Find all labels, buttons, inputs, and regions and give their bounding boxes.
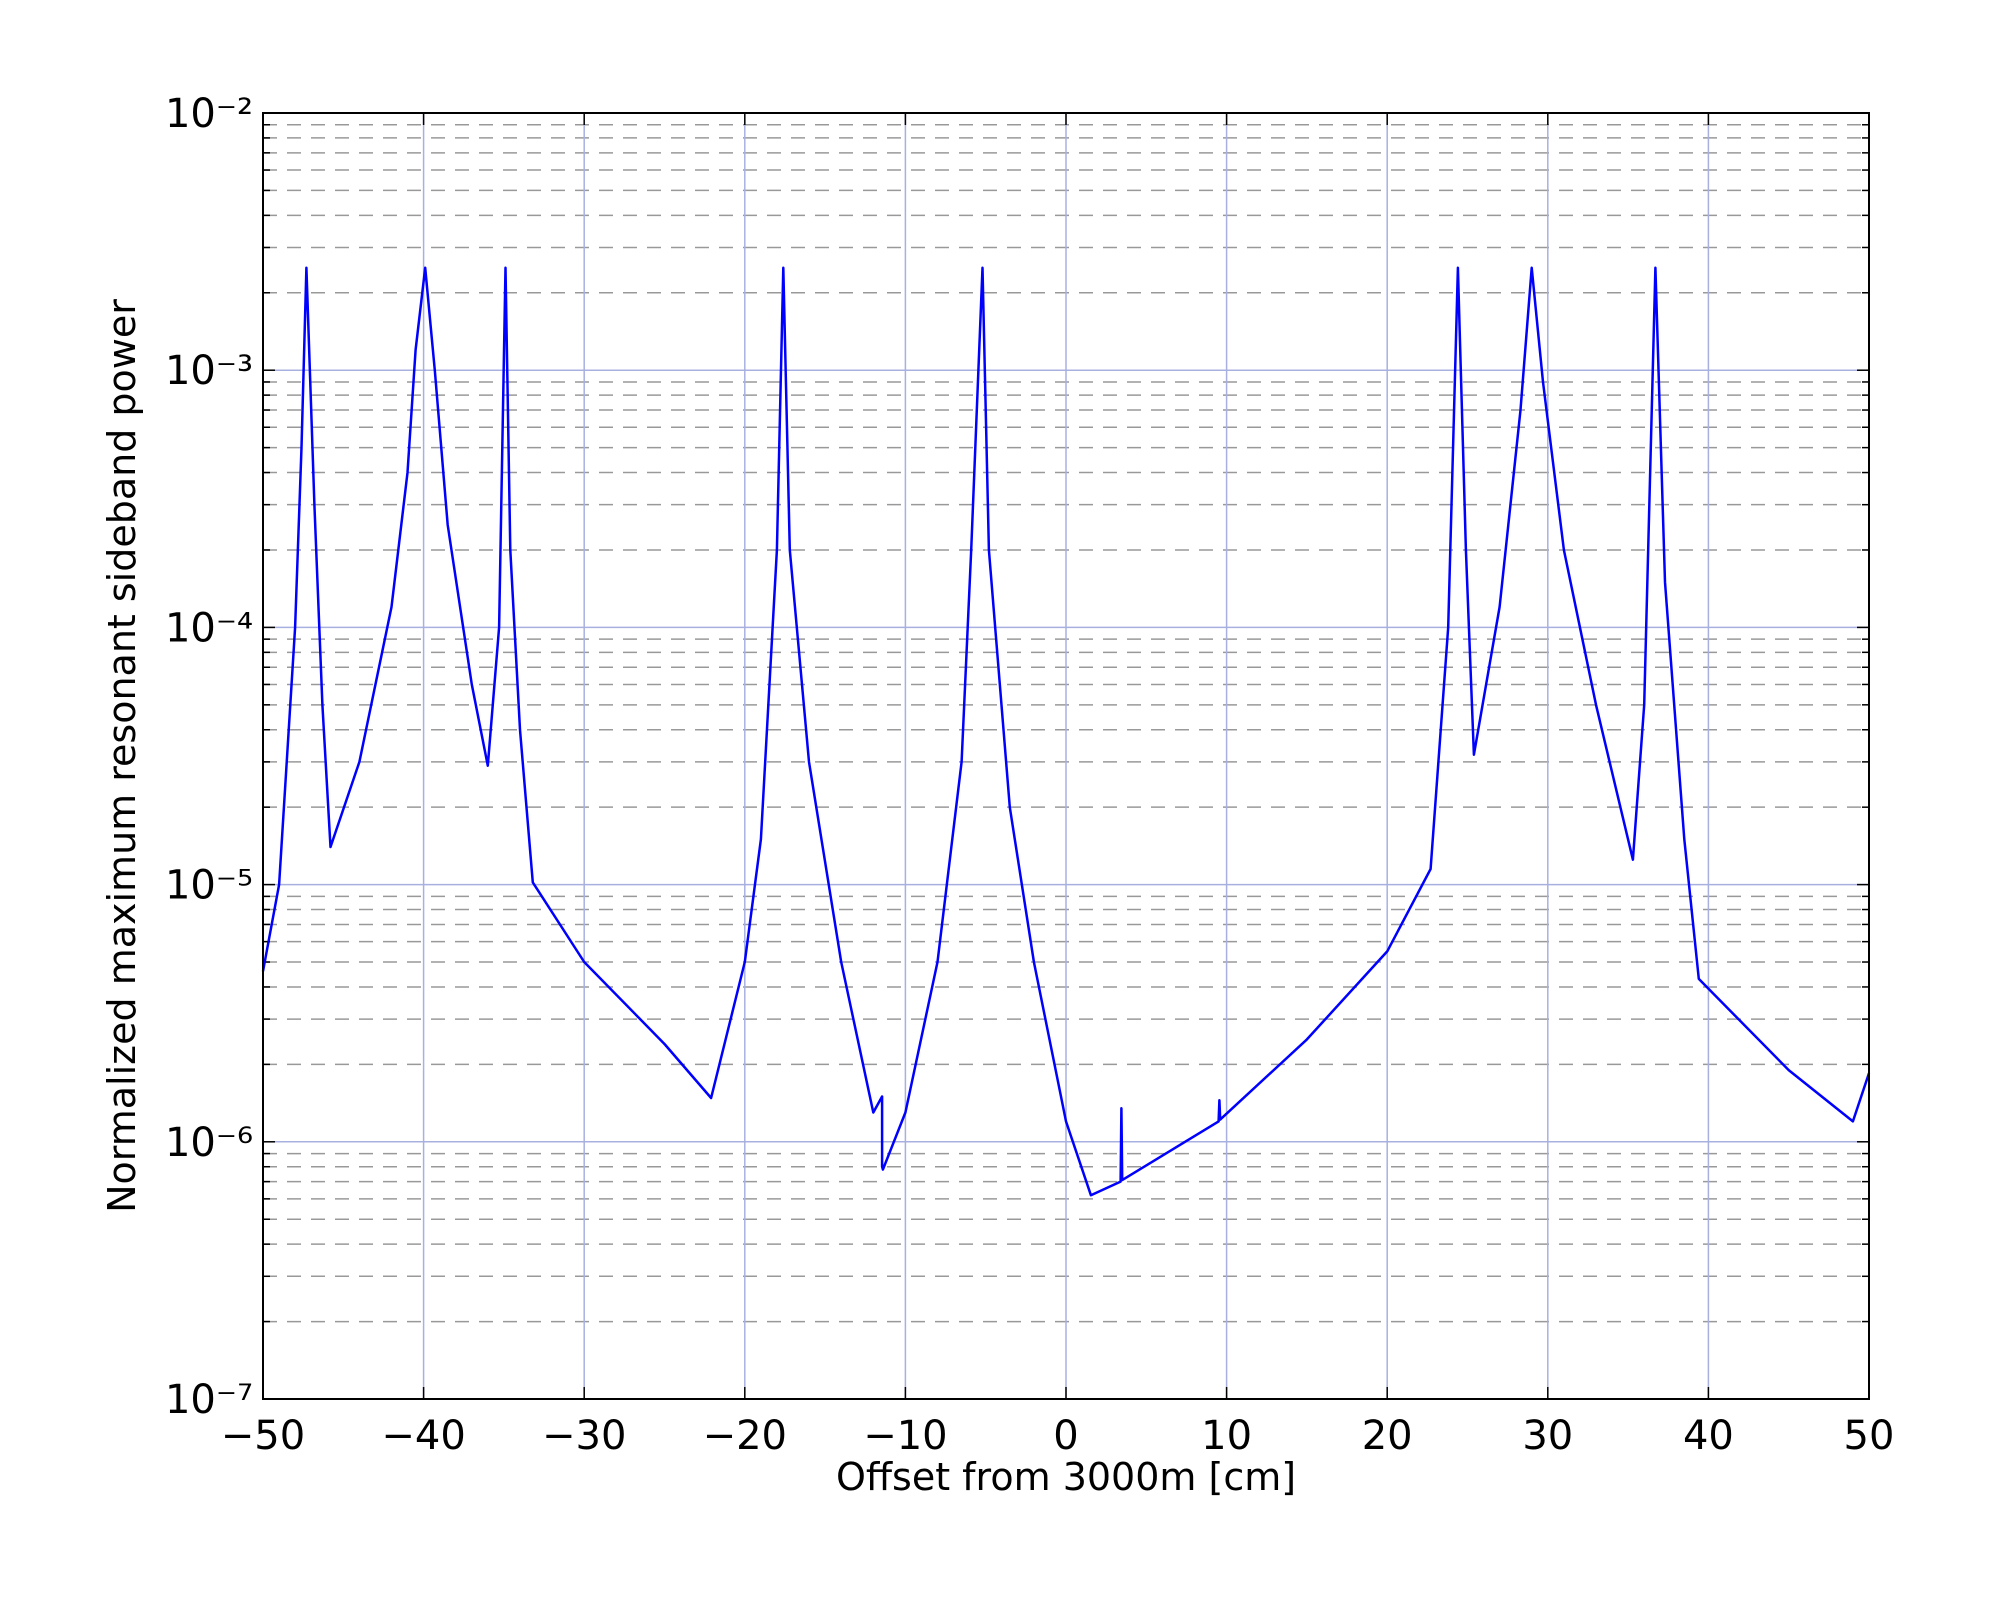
x-axis-label: Offset from 3000m [cm] [836,1455,1296,1499]
x-tick-label: 40 [1683,1413,1734,1459]
x-tick-label: 30 [1522,1413,1573,1459]
x-tick-label: 0 [1053,1413,1078,1459]
x-tick-label: −20 [703,1413,787,1459]
x-tick-label: 10 [1201,1413,1252,1459]
y-axis-label: Normalized maximum resonant sideband pow… [100,299,144,1213]
plot-frame [262,112,1870,1400]
x-tick-label: −40 [381,1413,465,1459]
x-tick-label: −30 [542,1413,626,1459]
y-tick-label: 10⁻⁶ [165,1120,253,1166]
x-tick-label: −50 [221,1413,305,1459]
x-tick-label: 50 [1844,1413,1895,1459]
x-tick-label: −10 [863,1413,947,1459]
y-tick-label: 10⁻³ [165,348,253,394]
y-tick-label: 10⁻⁴ [165,605,253,651]
y-tick-label: 10⁻⁷ [165,1377,253,1423]
y-tick-label: 10⁻⁵ [165,863,253,909]
data-line [261,266,1871,1197]
x-tick-label: 20 [1362,1413,1413,1459]
y-tick-label: 10⁻² [165,91,253,137]
